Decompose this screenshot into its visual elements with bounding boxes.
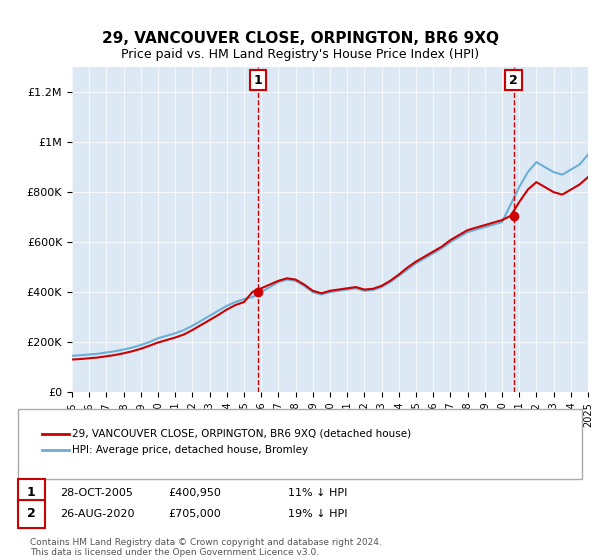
Text: £400,950: £400,950 (168, 488, 221, 498)
Text: 26-AUG-2020: 26-AUG-2020 (60, 508, 134, 519)
Text: 2: 2 (509, 74, 518, 87)
Text: £705,000: £705,000 (168, 508, 221, 519)
Text: Contains HM Land Registry data © Crown copyright and database right 2024.
This d: Contains HM Land Registry data © Crown c… (30, 538, 382, 557)
Text: 2: 2 (27, 507, 35, 520)
Text: 1: 1 (27, 486, 35, 500)
Text: 29, VANCOUVER CLOSE, ORPINGTON, BR6 9XQ: 29, VANCOUVER CLOSE, ORPINGTON, BR6 9XQ (101, 31, 499, 46)
Text: 11% ↓ HPI: 11% ↓ HPI (288, 488, 347, 498)
Text: Price paid vs. HM Land Registry's House Price Index (HPI): Price paid vs. HM Land Registry's House … (121, 48, 479, 60)
Text: HPI: Average price, detached house, Bromley: HPI: Average price, detached house, Brom… (72, 445, 308, 455)
Text: 19% ↓ HPI: 19% ↓ HPI (288, 508, 347, 519)
Text: 28-OCT-2005: 28-OCT-2005 (60, 488, 133, 498)
Text: 1: 1 (254, 74, 263, 87)
Text: 29, VANCOUVER CLOSE, ORPINGTON, BR6 9XQ (detached house): 29, VANCOUVER CLOSE, ORPINGTON, BR6 9XQ … (72, 429, 411, 439)
